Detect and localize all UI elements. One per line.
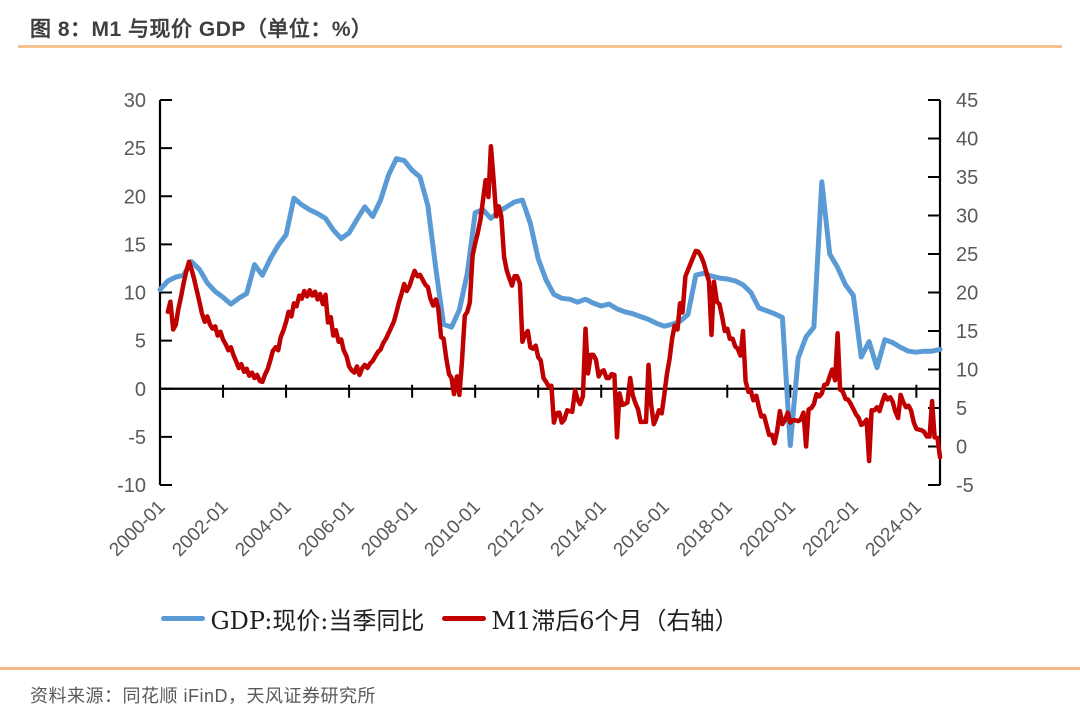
left-axis-label: 15 [124, 234, 146, 256]
right-axis-label: 30 [956, 206, 978, 228]
left-axis-label: 10 [124, 283, 146, 305]
right-axis-label: 20 [956, 283, 978, 305]
x-tick-label: 2002-01 [168, 497, 232, 561]
m1-line [165, 143, 943, 464]
right-axis-label: 35 [956, 167, 978, 189]
title-underline-rule [18, 45, 1062, 48]
legend-item-gdp: GDP:现价:当季同比 [161, 601, 424, 636]
x-tick-label: 2018-01 [673, 497, 737, 561]
right-axis-label: 45 [956, 90, 978, 112]
x-tick-label: 2022-01 [799, 497, 863, 561]
x-tick-label: 2000-01 [105, 497, 169, 561]
gdp-line [157, 156, 943, 448]
dual-axis-line-chart: 2000-012002-012004-012006-012008-012010-… [105, 90, 978, 561]
right-axis-label: 10 [956, 360, 978, 382]
figure-title: 图 8：M1 与现价 GDP（单位：%） [30, 18, 373, 41]
left-axis-label: 30 [124, 90, 146, 112]
left-axis-label: 25 [124, 138, 146, 160]
right-axis-label: 40 [956, 129, 978, 151]
right-axis-label: 0 [956, 437, 967, 459]
right-axis-label: 15 [956, 321, 978, 343]
x-tick-label: 2008-01 [357, 497, 421, 561]
left-axis-label: -5 [128, 427, 146, 449]
x-tick-label: 2004-01 [231, 497, 295, 561]
x-tick-label: 2020-01 [736, 497, 800, 561]
legend-line-swatch [442, 616, 487, 621]
left-axis-label: -10 [117, 475, 146, 497]
x-tick-label: 2010-01 [421, 497, 485, 561]
legend-line-swatch [161, 616, 206, 621]
legend-label: GDP:现价:当季同比 [210, 607, 425, 635]
x-tick-label: 2006-01 [294, 497, 358, 561]
left-axis-label: 0 [135, 379, 146, 401]
left-axis-label: 5 [135, 331, 146, 353]
legend-item-m1: M1滞后6个月（右轴） [442, 601, 739, 636]
right-axis-label: 5 [956, 398, 967, 420]
legend-label: M1滞后6个月（右轴） [491, 607, 739, 635]
chart-legend: GDP:现价:当季同比 M1滞后6个月（右轴） [0, 601, 900, 636]
x-tick-label: 2016-01 [610, 497, 674, 561]
right-axis-label: -5 [956, 475, 974, 497]
x-tick-label: 2012-01 [484, 497, 548, 561]
source-note: 资料来源：同花顺 iFinD，天风证券研究所 [30, 686, 377, 706]
right-axis-label: 25 [956, 244, 978, 266]
x-tick-label: 2014-01 [547, 497, 611, 561]
footer-rule [0, 667, 1080, 670]
x-tick-label: 2024-01 [862, 497, 926, 561]
left-axis-label: 20 [124, 186, 146, 208]
